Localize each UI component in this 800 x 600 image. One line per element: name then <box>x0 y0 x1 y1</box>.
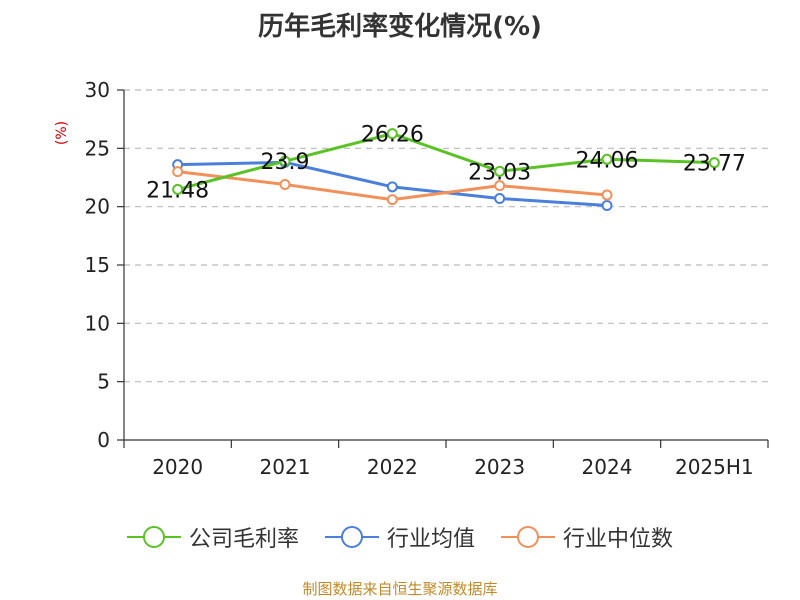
legend: 公司毛利率 行业均值 行业中位数 <box>0 520 800 554</box>
y-tick-label: 0 <box>97 428 110 452</box>
data-point-0 <box>494 165 506 177</box>
data-point-2 <box>172 166 184 178</box>
series-line-0 <box>177 132 715 191</box>
legend-label-company: 公司毛利率 <box>188 527 299 552</box>
x-tick-label: 2020 <box>152 455 203 479</box>
x-tick-label: 2023 <box>474 455 525 479</box>
data-point-2 <box>386 194 398 206</box>
legend-label-industry-mean: 行业均值 <box>386 527 475 552</box>
x-tick-label: 2021 <box>260 455 311 479</box>
data-point-1 <box>601 200 613 211</box>
legend-item-industry-median[interactable]: 行业中位数 <box>501 521 673 553</box>
data-point-0 <box>601 153 613 165</box>
data-point-2 <box>279 179 291 190</box>
y-tick-label: 30 <box>85 78 110 102</box>
legend-swatch-marker <box>340 526 363 548</box>
source-note: 制图数据来自恒生聚源数据库 <box>302 580 498 598</box>
chart-title: 历年毛利率变化情况(%) <box>258 12 542 42</box>
legend-swatch-marker <box>142 526 165 548</box>
y-tick-label: 5 <box>97 370 110 394</box>
data-point-1 <box>386 181 398 193</box>
legend-swatch-industry-mean <box>324 526 379 548</box>
y-tick-label: 10 <box>85 311 110 335</box>
y-axis-label: (%) <box>54 120 71 146</box>
legend-swatch-company <box>126 526 181 548</box>
y-tick-label: 25 <box>85 136 110 160</box>
data-label: 24.06 <box>576 148 639 173</box>
x-tick-label: 2024 <box>582 455 633 479</box>
x-tick-label: 2025H1 <box>675 455 754 479</box>
legend-label-industry-median: 行业中位数 <box>563 527 674 552</box>
data-label: 23.03 <box>468 160 531 185</box>
data-label: 23.77 <box>683 152 746 177</box>
data-point-0 <box>708 157 720 169</box>
legend-item-company[interactable]: 公司毛利率 <box>126 521 299 553</box>
data-point-0 <box>386 128 398 140</box>
y-tick-label: 15 <box>85 253 110 277</box>
data-point-2 <box>494 180 506 192</box>
data-point-2 <box>601 189 613 201</box>
data-point-0 <box>172 183 184 195</box>
legend-swatch-marker <box>517 526 539 548</box>
data-label: 21.48 <box>146 178 209 203</box>
legend-item-industry-mean[interactable]: 行业均值 <box>324 521 475 553</box>
x-tick-label: 2022 <box>367 455 418 479</box>
data-point-0 <box>279 155 291 167</box>
legend-swatch-industry-median <box>501 526 555 548</box>
y-tick-label: 20 <box>85 195 110 219</box>
data-label: 26.26 <box>361 123 424 148</box>
data-point-1 <box>494 193 506 204</box>
data-label: 23.9 <box>261 150 310 175</box>
